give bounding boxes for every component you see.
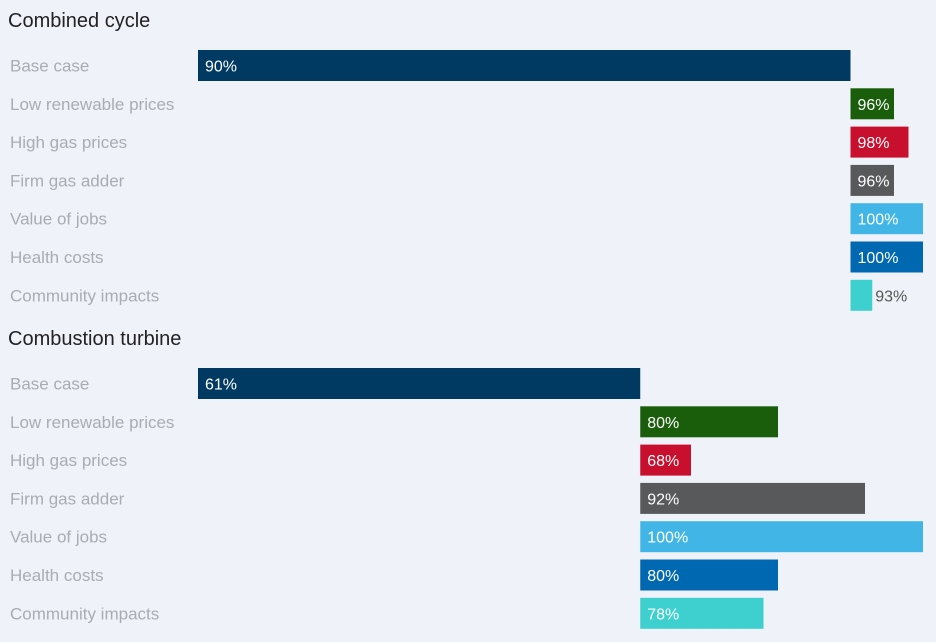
bar [198,368,641,399]
bar [850,164,894,196]
bar [640,444,691,476]
value-label: 98% [858,135,890,152]
bar [198,50,851,81]
bar [640,521,923,553]
value-label: 90% [205,59,237,76]
category-label: Base case [10,375,89,394]
category-label: High gas prices [10,451,127,470]
value-label: 100% [647,530,688,547]
category-label: Health costs [10,248,104,267]
category-label: Firm gas adder [10,489,125,508]
category-label: Health costs [10,566,104,585]
value-label: 96% [858,173,890,190]
bar [640,559,778,591]
value-label: 100% [858,212,899,229]
category-label: Value of jobs [10,528,107,547]
bar [850,126,909,158]
value-label: 96% [858,97,890,114]
bar [850,203,923,235]
value-label: 93% [875,288,907,305]
value-label: 78% [647,606,679,623]
category-label: Value of jobs [10,210,107,229]
value-label: 61% [205,377,237,394]
value-label: 80% [647,415,679,432]
value-label: 80% [647,568,679,585]
panel-0: Combined cycle Base case 90% Low renewable … [8,10,923,311]
category-label: Firm gas adder [10,171,125,190]
category-label: Base case [10,57,89,76]
value-label: 68% [647,453,679,470]
bar [640,482,865,514]
category-label: Low renewable prices [10,95,174,114]
bar [850,88,894,120]
category-label: Community impacts [10,286,159,305]
bar [850,279,873,311]
value-label: 100% [858,250,899,267]
panel-1: Combustion turbine Base case 61% Low renewa… [8,328,923,629]
bar [640,597,764,629]
category-label: High gas prices [10,133,127,152]
panel-title: Combined cycle [8,10,150,32]
bar [640,406,778,438]
value-label: 92% [647,491,679,508]
bar [850,241,923,273]
category-label: Low renewable prices [10,413,174,432]
category-label: Community impacts [10,604,159,623]
panel-title: Combustion turbine [8,328,181,350]
